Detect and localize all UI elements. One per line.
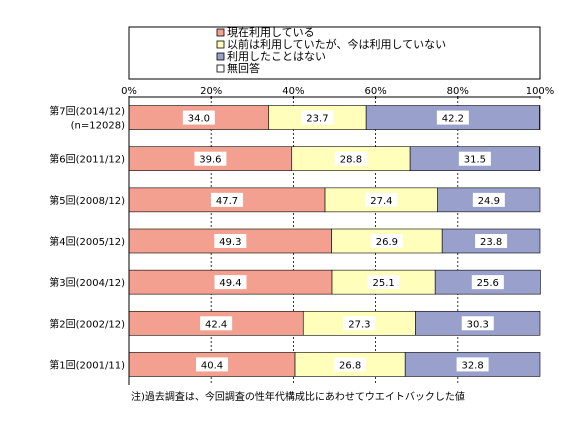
x-tick-label-1: 0% xyxy=(121,86,137,97)
data-label-bg-2-1 xyxy=(194,151,227,166)
x-tick-label-2: 20% xyxy=(200,86,222,97)
data-label-bg-4-2 xyxy=(370,234,403,248)
data-label-bg-5-2 xyxy=(367,275,400,290)
data-label-2-3: 31.5 xyxy=(464,155,486,166)
data-label-bg-2-2 xyxy=(334,151,367,166)
data-label-4-2: 26.9 xyxy=(376,237,398,248)
y-tick-label-2: 第6回(2011/12) xyxy=(49,153,125,166)
data-label-4-1: 49.3 xyxy=(219,237,241,248)
bar-6-series-3 xyxy=(415,310,541,336)
legend-swatch-3 xyxy=(216,52,225,61)
data-label-bg-1-3 xyxy=(436,110,469,125)
y-tick-label-3: 第5回(2008/12) xyxy=(49,194,125,207)
x-tick-label-6: 100% xyxy=(526,86,555,97)
legend-swatch-4 xyxy=(216,64,225,73)
data-label-bg-6-2 xyxy=(343,316,376,331)
data-label-6-2: 27.3 xyxy=(348,319,370,330)
data-label-5-1: 49.4 xyxy=(219,278,241,289)
x-axis: 0% 20% 40% 60% 80% 100% xyxy=(121,86,554,99)
data-label-bg-4-3 xyxy=(475,234,508,248)
x-tick-label-3: 40% xyxy=(282,86,304,97)
data-label-1-2: 23.7 xyxy=(306,114,328,125)
data-label-bg-6-1 xyxy=(200,316,233,331)
legend-swatch-1 xyxy=(216,28,225,37)
data-label-5-3: 25.6 xyxy=(477,278,499,289)
data-label-bg-2-3 xyxy=(458,151,491,166)
data-label-bg-7-2 xyxy=(334,357,367,372)
data-label-5-2: 25.1 xyxy=(372,278,394,289)
data-label-bg-7-3 xyxy=(456,357,489,372)
bar-3-series-2 xyxy=(324,187,438,213)
data-label-3-2: 27.4 xyxy=(370,196,392,207)
legend-label-4: 無回答 xyxy=(227,61,260,75)
data-label-1-3: 42.2 xyxy=(442,114,464,125)
bar-7-series-3 xyxy=(404,352,541,377)
data-label-7-3: 32.8 xyxy=(461,360,483,371)
bar-1-series-3 xyxy=(365,105,540,130)
data-label-1-1: 34.0 xyxy=(188,114,210,125)
x-tick-label-5: 80% xyxy=(447,86,469,97)
data-label-bg-5-1 xyxy=(214,275,247,290)
y-tick-label-6: 第2回(2002/12) xyxy=(49,317,125,330)
y-tick-label-7: 第1回(2001/11) xyxy=(49,358,125,371)
y-tick-label-4: 第4回(2005/12) xyxy=(49,235,125,248)
data-label-2-1: 39.6 xyxy=(199,155,221,166)
data-label-bg-3-3 xyxy=(472,192,505,207)
data-label-bg-4-1 xyxy=(214,234,247,248)
data-label-6-1: 42.4 xyxy=(205,319,227,330)
data-label-bg-1-1 xyxy=(182,110,215,125)
bars: 34.0 23.7 42.2 39.6 28.8 31.5 47.7 27.4 24.9 49.3… xyxy=(128,105,541,377)
y-axis: 第7回(2014/12) (n=12028) 第6回(2011/12) 第5回(200… xyxy=(49,97,130,385)
data-label-2-2: 28.8 xyxy=(340,155,362,166)
data-label-bg-6-3 xyxy=(461,316,494,331)
legend-label-1: 現在利用している xyxy=(227,26,315,39)
data-label-6-3: 30.3 xyxy=(467,319,489,330)
data-label-bg-1-2 xyxy=(301,110,334,125)
data-label-bg-3-2 xyxy=(365,192,398,207)
data-label-3-1: 47.7 xyxy=(216,196,238,207)
data-label-bg-7-1 xyxy=(196,357,229,372)
legend-label-3: 利用したことはない xyxy=(227,50,326,63)
y-tick-label-5: 第3回(2004/12) xyxy=(49,276,125,289)
data-label-bg-5-3 xyxy=(471,275,504,290)
y-tick-label-1-sub: (n=12028) xyxy=(71,121,125,132)
data-label-7-2: 26.8 xyxy=(339,360,361,371)
footnote: 注)過去調査は、今回調査の性年代構成比にあわせてウエイトバックした値 xyxy=(131,390,465,403)
data-label-3-3: 24.9 xyxy=(478,196,500,207)
y-tick-label-1: 第7回(2014/12) xyxy=(49,105,125,118)
legend-swatch-2 xyxy=(216,40,225,49)
data-label-bg-3-1 xyxy=(211,192,244,207)
legend-label-2: 以前は利用していたが、今は利用していない xyxy=(227,37,446,51)
data-label-7-1: 40.4 xyxy=(201,360,223,371)
x-tick-label-4: 60% xyxy=(364,86,386,97)
data-label-4-3: 23.8 xyxy=(480,237,502,248)
legend-box xyxy=(128,26,541,80)
